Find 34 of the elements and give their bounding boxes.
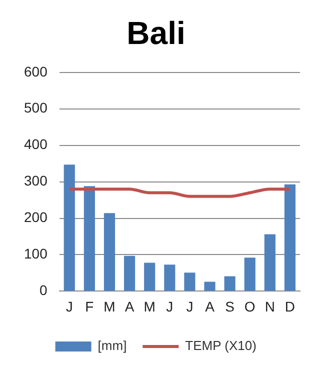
y-tick-label: 600 bbox=[24, 63, 48, 80]
x-tick-label: J bbox=[66, 298, 73, 314]
y-tick-label: 300 bbox=[24, 172, 48, 189]
bar bbox=[284, 184, 296, 291]
x-tick-label: M bbox=[104, 298, 116, 314]
bar bbox=[144, 262, 156, 291]
y-tick-label: 400 bbox=[24, 136, 48, 152]
x-tick-label: J bbox=[186, 298, 194, 314]
bar bbox=[84, 186, 95, 291]
legend-label: TEMP (X10) bbox=[185, 338, 256, 354]
bar bbox=[64, 164, 75, 291]
bar bbox=[124, 256, 136, 291]
x-tick-label: M bbox=[144, 298, 156, 314]
bar bbox=[264, 234, 276, 291]
bar bbox=[224, 276, 236, 291]
y-tick-label: 0 bbox=[40, 282, 48, 298]
x-tick-label: A bbox=[205, 298, 216, 314]
bar bbox=[204, 282, 216, 291]
x-tick-label: D bbox=[284, 298, 296, 314]
x-tick-label: F bbox=[85, 298, 94, 314]
y-tick-label: 500 bbox=[24, 100, 48, 116]
bar bbox=[184, 272, 196, 291]
x-tick-label: O bbox=[244, 298, 256, 314]
bar bbox=[164, 264, 176, 291]
chart-title: Bali bbox=[126, 15, 186, 52]
x-tick-label: N bbox=[264, 298, 275, 314]
bar bbox=[104, 213, 116, 291]
y-tick-label: 200 bbox=[24, 209, 48, 226]
x-tick-label: J bbox=[166, 298, 174, 314]
bar bbox=[244, 258, 256, 291]
x-tick-label: A bbox=[124, 298, 135, 314]
legend-label: [mm] bbox=[98, 338, 127, 354]
y-tick-label: 100 bbox=[24, 246, 48, 262]
x-tick-label: S bbox=[225, 298, 234, 314]
